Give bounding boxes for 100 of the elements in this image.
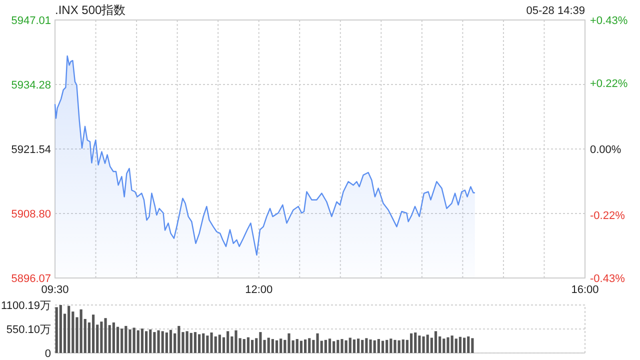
y2-tick-label: -0.22% (590, 210, 626, 222)
bar (414, 332, 417, 353)
bar (214, 336, 217, 353)
bar (369, 339, 372, 353)
x-tick-label: 12:00 (245, 284, 273, 296)
bar (446, 337, 450, 353)
bar (398, 340, 400, 353)
bar (426, 334, 429, 353)
bar (361, 340, 364, 353)
bar (132, 328, 136, 353)
bar (80, 309, 82, 353)
bar (234, 330, 238, 353)
text: 05-28 14:39 (526, 5, 585, 17)
bar (377, 339, 380, 353)
bar (458, 336, 462, 353)
bar (178, 326, 180, 353)
bar (68, 306, 70, 353)
bar (348, 338, 352, 353)
bar (402, 339, 404, 353)
bar (250, 340, 254, 353)
y2-tick-label: +0.22% (590, 78, 628, 90)
bar (92, 314, 95, 353)
y-tick-label: 5947.01 (11, 14, 51, 27)
y-tick-label: 550.10万 (6, 324, 51, 336)
bar (144, 331, 148, 353)
y-tick-label: 5934.28 (11, 79, 51, 92)
bar (190, 332, 192, 353)
y-tick-label: 0 (44, 348, 51, 360)
bar (136, 330, 140, 353)
bar (467, 336, 470, 353)
bar (304, 339, 307, 353)
bar (454, 338, 458, 353)
bar (462, 338, 466, 353)
bar (169, 330, 172, 353)
bar (55, 307, 58, 353)
bar (422, 336, 425, 353)
bar (328, 338, 332, 353)
bar (418, 336, 421, 353)
bar (149, 329, 152, 353)
bar (365, 338, 368, 353)
bar (390, 338, 392, 353)
bar (194, 332, 197, 353)
bar (116, 326, 120, 353)
bar (410, 333, 413, 353)
bar (340, 339, 344, 353)
x-tick-label: 09:30 (41, 284, 69, 296)
bar (161, 331, 164, 353)
bar (157, 330, 160, 353)
bar (124, 326, 128, 353)
bar (324, 340, 327, 353)
bar (259, 332, 262, 353)
bar (300, 340, 303, 353)
y-tick-label: 5921.54 (11, 144, 51, 156)
bar (288, 333, 290, 353)
bar (202, 333, 205, 353)
bar (373, 340, 376, 353)
bar (356, 338, 360, 353)
y2-tick-label: 0.00% (590, 144, 622, 156)
bar (275, 340, 278, 353)
bar (352, 339, 356, 353)
bar (381, 340, 384, 353)
bar (140, 328, 144, 353)
bar (242, 339, 246, 353)
y2-tick-label: -0.43% (590, 272, 626, 285)
bar (442, 338, 446, 353)
bar (210, 332, 213, 353)
bar (471, 338, 474, 353)
bar (59, 305, 62, 353)
y-tick-label: 1100.19万 (1, 300, 51, 312)
bar (332, 341, 336, 353)
bar (271, 339, 274, 353)
bar (394, 340, 396, 353)
bar (206, 336, 209, 353)
y2-tick-label: +0.43% (590, 14, 628, 27)
bar (165, 332, 168, 353)
bar (280, 338, 282, 353)
bar (316, 333, 319, 353)
bar (226, 331, 230, 353)
chart-title: .INX 500指数 (55, 3, 126, 17)
bar (100, 322, 103, 353)
y-tick-label: 5896.07 (11, 272, 51, 285)
bar (128, 329, 132, 353)
bar (450, 336, 454, 353)
bar (153, 332, 156, 353)
bar (336, 340, 340, 353)
bar (218, 334, 221, 353)
bar (186, 331, 188, 353)
bar (267, 338, 270, 353)
bar (344, 340, 348, 353)
y-tick-label: 5908.80 (11, 208, 51, 220)
bar (296, 339, 298, 353)
bar (434, 331, 438, 353)
bar (120, 328, 124, 353)
bar (308, 338, 311, 353)
bar (386, 340, 388, 353)
bar (112, 322, 115, 353)
bar (246, 337, 250, 353)
bar (198, 334, 201, 353)
bar (104, 318, 107, 353)
x-tick-label: 16:00 (571, 284, 599, 296)
